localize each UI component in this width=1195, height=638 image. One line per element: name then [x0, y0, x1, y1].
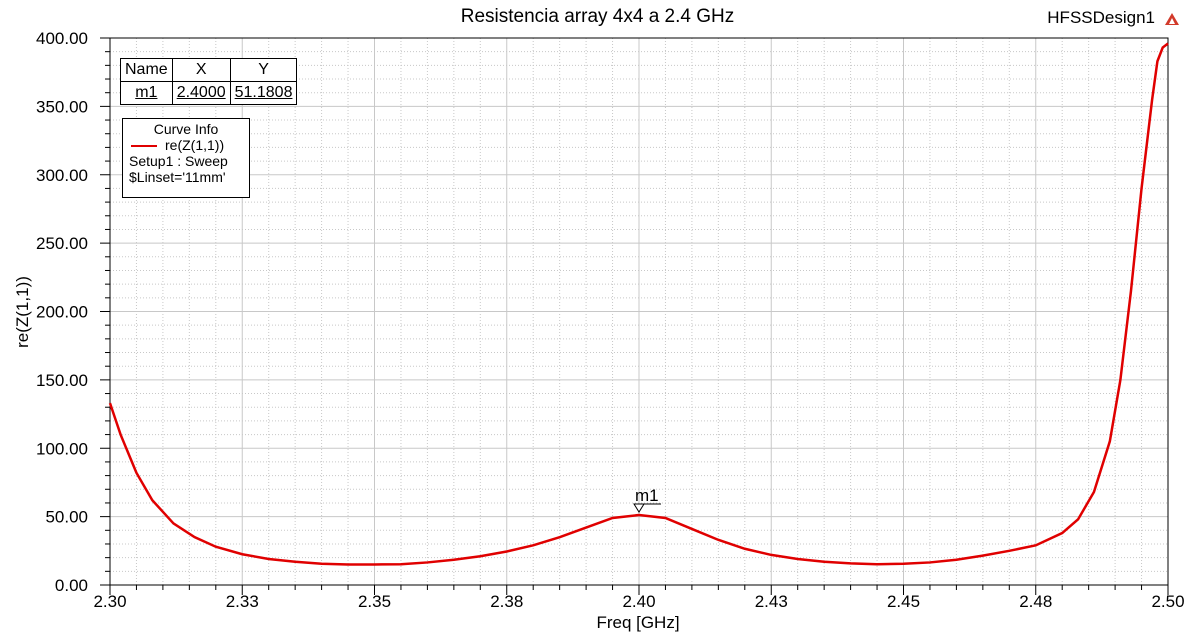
y-tick-label: 200.00: [36, 303, 88, 322]
chart-title: Resistencia array 4x4 a 2.4 GHz: [460, 6, 735, 27]
legend-entry: re(Z(1,1)): [123, 137, 249, 153]
legend-setup: Setup1 : Sweep: [129, 153, 228, 169]
y-tick-label: 300.00: [36, 166, 88, 185]
x-axis-label: Freq [GHz]: [596, 613, 679, 632]
legend-series-name: re(Z(1,1)): [165, 137, 225, 153]
marker-table-header: Name X Y: [120, 58, 298, 82]
marker-table: Name X Y m1 2.4000 51.1808: [120, 58, 298, 105]
series-line-rez11: [108, 42, 1169, 566]
y-axis-label: re(Z(1,1)): [13, 276, 32, 348]
design-name: HFSSDesign1: [1047, 8, 1155, 27]
marker-x-cell: 2.4000: [171, 81, 231, 105]
marker-label: m1: [635, 486, 659, 505]
legend-param: $Linset='11mm': [129, 169, 226, 185]
x-tick-label: 2.43: [755, 592, 788, 611]
y-tick-label: 250.00: [36, 234, 88, 253]
marker-col-name: Name: [120, 58, 173, 82]
marker-m1[interactable]: m1: [633, 486, 661, 513]
y-tick-label: 50.00: [45, 508, 88, 527]
curve-info-title: Curve Info: [153, 121, 219, 137]
y-tick-label: 400.00: [36, 29, 88, 48]
marker-col-x: X: [171, 58, 231, 82]
marker-col-y: Y: [229, 58, 298, 82]
x-tick-label: 2.48: [1019, 592, 1052, 611]
x-tick-label: 2.45: [887, 592, 920, 611]
tick-labels: 2.30 2.33 2.35 2.38 2.40 2.43 2.45 2.48 2.50 0.00…: [36, 29, 1185, 611]
x-tick-label: 2.30: [93, 592, 126, 611]
curve-info-legend[interactable]: Curve Info re(Z(1,1)) Setup1 : Sweep $Li…: [122, 118, 250, 198]
x-tick-label: 2.33: [226, 592, 259, 611]
y-tick-label: 0.00: [55, 576, 88, 595]
x-tick-label: 2.35: [358, 592, 391, 611]
marker-triangle-icon: [633, 503, 645, 513]
marker-y-cell: 51.1808: [229, 81, 298, 105]
y-tick-label: 100.00: [36, 439, 88, 458]
y-tick-label: 150.00: [36, 371, 88, 390]
tick-marks: [100, 37, 1169, 595]
x-tick-label: 2.38: [490, 592, 523, 611]
marker-table-row[interactable]: m1 2.4000 51.1808: [120, 81, 298, 105]
marker-name-cell: m1: [120, 81, 173, 105]
legend-line-swatch: [131, 145, 157, 147]
grid-lines: [110, 38, 1168, 585]
ansys-logo-icon: [1165, 13, 1179, 25]
y-tick-label: 350.00: [36, 97, 88, 116]
x-tick-label: 2.50: [1151, 592, 1184, 611]
x-tick-label: 2.40: [622, 592, 655, 611]
